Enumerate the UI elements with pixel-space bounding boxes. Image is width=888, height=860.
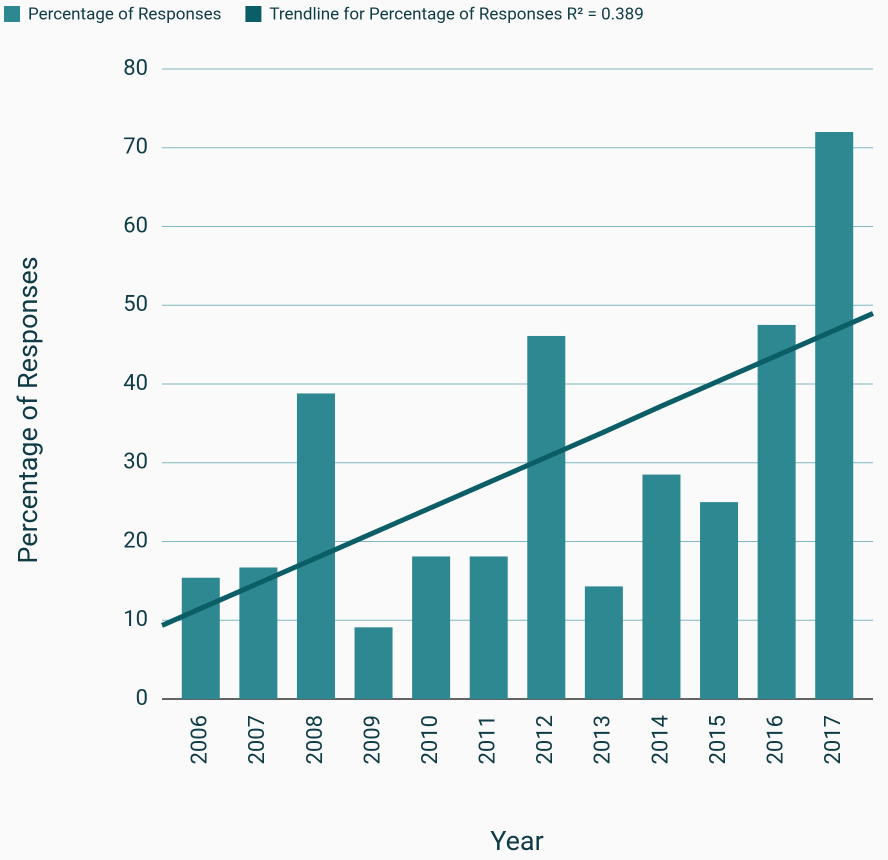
x-tick-label: 2015 (706, 715, 731, 764)
x-axis-label: Year (490, 825, 544, 857)
legend-swatch (245, 6, 262, 22)
y-tick-label: 0 (136, 686, 148, 711)
bar (700, 502, 739, 699)
bar (412, 556, 451, 699)
y-tick-label: 30 (123, 450, 148, 475)
legend-label: Trendline for Percentage of Responses R²… (269, 4, 643, 24)
trendline-extension (833, 311, 875, 333)
bar (642, 474, 681, 699)
x-tick-label: 2008 (303, 715, 328, 764)
y-tick-label: 80 (123, 56, 148, 81)
x-tick-label: 2007 (245, 715, 270, 764)
x-tick-label: 2010 (418, 715, 443, 764)
x-tick-label: 2017 (821, 715, 846, 764)
y-tick-label: 60 (123, 213, 148, 238)
x-tick-label: 2011 (476, 715, 501, 764)
x-tick-label: 2014 (648, 715, 673, 764)
x-tick-label: 2016 (763, 715, 788, 764)
x-tick-label: 2006 (188, 715, 213, 764)
bar (584, 586, 623, 699)
x-tick-label: 2009 (360, 715, 385, 764)
legend-label: Percentage of Responses (28, 4, 221, 24)
bar (815, 132, 854, 699)
y-tick-label: 40 (123, 371, 148, 396)
bar (354, 627, 393, 699)
y-axis-label: Percentage of Responses (12, 256, 44, 563)
bar (296, 393, 335, 699)
bar (181, 577, 220, 699)
trendline-extension (160, 606, 202, 628)
bar (469, 556, 508, 699)
bar (757, 324, 796, 699)
y-tick-label: 70 (123, 135, 148, 160)
y-tick-label: 20 (123, 528, 148, 553)
trendline (199, 328, 836, 611)
x-tick-label: 2013 (591, 715, 616, 764)
bar (527, 335, 566, 699)
legend-swatch (4, 6, 20, 22)
y-tick-label: 50 (123, 292, 148, 317)
x-tick-label: 2012 (533, 715, 558, 764)
y-tick-label: 10 (123, 607, 148, 632)
